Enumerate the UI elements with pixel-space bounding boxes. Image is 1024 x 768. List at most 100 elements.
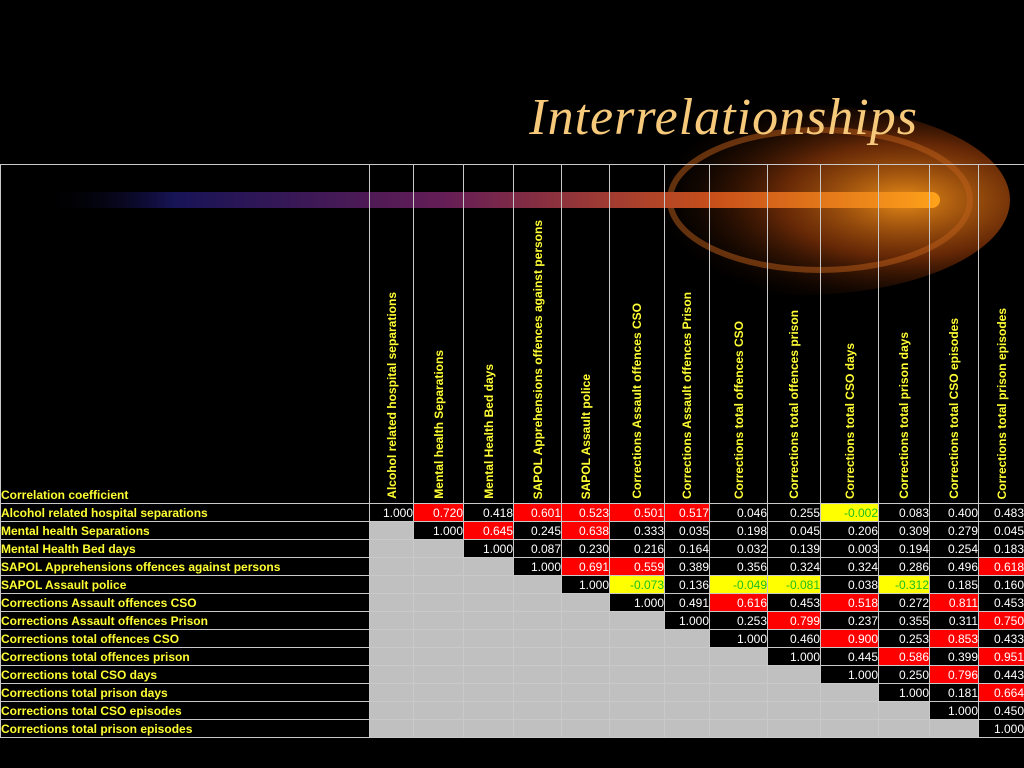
empty-cell bbox=[878, 719, 930, 738]
row-label: Corrections total CSO days bbox=[0, 665, 370, 684]
empty-cell bbox=[369, 629, 414, 648]
column-header: Corrections total prison episodes bbox=[978, 164, 1024, 504]
column-header-label: SAPOL Assault police bbox=[578, 373, 593, 499]
correlation-cell: 0.032 bbox=[709, 539, 768, 558]
correlation-cell: 0.796 bbox=[929, 665, 979, 684]
empty-cell bbox=[369, 539, 414, 558]
correlation-cell: 0.272 bbox=[878, 593, 930, 612]
correlation-cell: 0.333 bbox=[609, 521, 665, 540]
correlation-cell: 0.237 bbox=[820, 611, 879, 630]
correlation-cell: 0.254 bbox=[929, 539, 979, 558]
empty-cell bbox=[820, 683, 879, 702]
correlation-cell: 0.035 bbox=[664, 521, 710, 540]
correlation-cell: 0.523 bbox=[561, 503, 610, 522]
correlation-cell: 0.250 bbox=[878, 665, 930, 684]
row-label: Corrections total CSO episodes bbox=[0, 701, 370, 720]
correlation-cell: 0.286 bbox=[878, 557, 930, 576]
table-row: Corrections total CSO episodes 1.000 0.450 bbox=[0, 701, 1024, 720]
correlation-cell: -0.312 bbox=[878, 575, 930, 594]
diagonal-cell: 1.000 bbox=[978, 719, 1024, 738]
correlation-cell: 0.496 bbox=[929, 557, 979, 576]
empty-cell bbox=[463, 719, 514, 738]
empty-cell bbox=[413, 575, 464, 594]
column-header-label: Corrections Assault offences Prison bbox=[680, 292, 694, 499]
correlation-cell: 0.003 bbox=[820, 539, 879, 558]
empty-cell bbox=[463, 611, 514, 630]
table-row: Corrections total CSO days 1.000 0.250 0.79… bbox=[0, 665, 1024, 684]
correlation-cell: 0.559 bbox=[609, 557, 665, 576]
correlation-cell: 0.194 bbox=[878, 539, 930, 558]
correlation-cell: 0.181 bbox=[929, 683, 979, 702]
column-header-label: Corrections total prison days bbox=[897, 332, 911, 499]
empty-cell bbox=[463, 647, 514, 666]
empty-cell bbox=[463, 665, 514, 684]
diagonal-cell: 1.000 bbox=[820, 665, 879, 684]
row-label: Corrections total prison days bbox=[0, 683, 370, 702]
empty-cell bbox=[929, 719, 979, 738]
column-header: Mental Health Bed days bbox=[463, 164, 514, 504]
column-header: SAPOL Apprehensions offences against per… bbox=[513, 164, 562, 504]
column-header-label: Mental health Separations bbox=[431, 350, 446, 499]
empty-cell bbox=[561, 611, 610, 630]
empty-cell bbox=[709, 665, 768, 684]
correlation-cell: 0.750 bbox=[978, 611, 1024, 630]
column-header: Corrections total CSO days bbox=[820, 164, 879, 504]
table-row: Corrections total prison episodes 1.000 bbox=[0, 719, 1024, 738]
empty-cell bbox=[413, 647, 464, 666]
empty-cell bbox=[413, 539, 464, 558]
empty-cell bbox=[878, 701, 930, 720]
empty-cell bbox=[369, 593, 414, 612]
empty-cell bbox=[709, 647, 768, 666]
correlation-cell: 0.450 bbox=[978, 701, 1024, 720]
empty-cell bbox=[609, 701, 665, 720]
empty-cell bbox=[561, 647, 610, 666]
row-label: Mental Health Bed days bbox=[0, 539, 370, 558]
correlation-cell: 0.160 bbox=[978, 575, 1024, 594]
row-label: Corrections total prison episodes bbox=[0, 719, 370, 738]
correlation-cell: 0.185 bbox=[929, 575, 979, 594]
correlation-cell: 0.324 bbox=[820, 557, 879, 576]
empty-cell bbox=[463, 557, 514, 576]
empty-cell bbox=[369, 521, 414, 540]
correlation-cell: 0.279 bbox=[929, 521, 979, 540]
empty-cell bbox=[561, 665, 610, 684]
empty-cell bbox=[664, 665, 710, 684]
correlation-cell: 0.400 bbox=[929, 503, 979, 522]
empty-cell bbox=[413, 719, 464, 738]
correlation-cell: 0.460 bbox=[767, 629, 821, 648]
correlation-cell: 0.586 bbox=[878, 647, 930, 666]
row-label: Corrections Assault offences CSO bbox=[0, 593, 370, 612]
empty-cell bbox=[413, 611, 464, 630]
empty-cell bbox=[664, 647, 710, 666]
diagonal-cell: 1.000 bbox=[709, 629, 768, 648]
empty-cell bbox=[767, 683, 821, 702]
empty-cell bbox=[413, 557, 464, 576]
empty-cell bbox=[664, 701, 710, 720]
correlation-cell: 0.433 bbox=[978, 629, 1024, 648]
empty-cell bbox=[664, 719, 710, 738]
table-row: SAPOL Apprehensions offences against per… bbox=[0, 557, 1024, 576]
diagonal-cell: 1.000 bbox=[413, 521, 464, 540]
diagonal-cell: 1.000 bbox=[767, 647, 821, 666]
correlation-cell: -0.049 bbox=[709, 575, 768, 594]
correlation-cell: 0.501 bbox=[609, 503, 665, 522]
diagonal-cell: 1.000 bbox=[929, 701, 979, 720]
empty-cell bbox=[513, 611, 562, 630]
diagonal-cell: 1.000 bbox=[609, 593, 665, 612]
column-header: Corrections total prison days bbox=[878, 164, 930, 504]
correlation-cell: 0.245 bbox=[513, 521, 562, 540]
correlation-cell: 0.418 bbox=[463, 503, 514, 522]
empty-cell bbox=[609, 629, 665, 648]
empty-cell bbox=[561, 629, 610, 648]
correlation-matrix-table: Correlation coefficient Alcohol related … bbox=[0, 164, 1024, 738]
correlation-cell: -0.002 bbox=[820, 503, 879, 522]
column-header-label: Corrections total offences CSO bbox=[731, 320, 746, 499]
diagonal-cell: 1.000 bbox=[513, 557, 562, 576]
row-label: Corrections total offences prison bbox=[0, 647, 370, 666]
empty-cell bbox=[369, 647, 414, 666]
correlation-cell: 0.389 bbox=[664, 557, 710, 576]
column-header-label: SAPOL Apprehensions offences against per… bbox=[530, 219, 545, 499]
diagonal-cell: 1.000 bbox=[664, 611, 710, 630]
empty-cell bbox=[463, 575, 514, 594]
empty-cell bbox=[767, 665, 821, 684]
